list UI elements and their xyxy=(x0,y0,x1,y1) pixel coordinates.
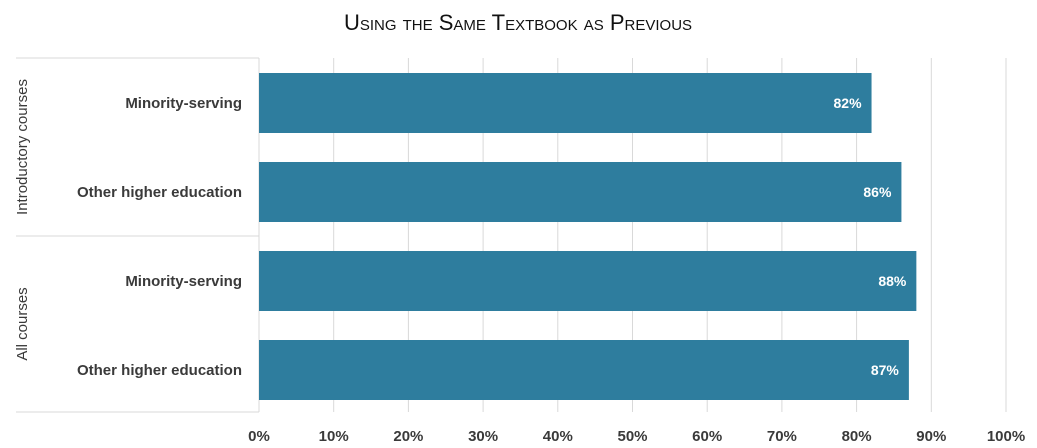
group-label: All courses xyxy=(14,287,31,360)
category-label: Minority-serving xyxy=(125,273,242,290)
x-tick-label: 100% xyxy=(987,428,1025,445)
x-tick-label: 60% xyxy=(692,428,722,445)
chart-title: Using the Same Textbook as Previous xyxy=(344,10,692,35)
x-tick-label: 10% xyxy=(319,428,349,445)
x-tick-label: 40% xyxy=(543,428,573,445)
group-label: Introductory courses xyxy=(14,79,31,215)
category-label: Other higher education xyxy=(77,362,242,379)
bar xyxy=(259,251,917,311)
x-tick-label: 90% xyxy=(916,428,946,445)
bars xyxy=(259,73,917,400)
bar xyxy=(259,162,902,222)
x-tick-label: 70% xyxy=(767,428,797,445)
x-tick-label: 0% xyxy=(248,428,270,445)
bar xyxy=(259,73,872,133)
x-tick-label: 80% xyxy=(842,428,872,445)
x-tick-label: 50% xyxy=(617,428,647,445)
data-label: 88% xyxy=(878,273,907,289)
labels: 0% 10% 20% 30% 40% 50% 60% 70% 80% 90% 100% Introdu… xyxy=(14,79,1025,445)
data-label: 82% xyxy=(834,95,863,111)
x-tick-label: 30% xyxy=(468,428,498,445)
x-tick-label: 20% xyxy=(393,428,423,445)
category-label: Minority-serving xyxy=(125,95,242,112)
data-label: 87% xyxy=(871,362,900,378)
category-label: Other higher education xyxy=(77,184,242,201)
data-label: 86% xyxy=(863,184,892,200)
bar xyxy=(259,340,909,400)
